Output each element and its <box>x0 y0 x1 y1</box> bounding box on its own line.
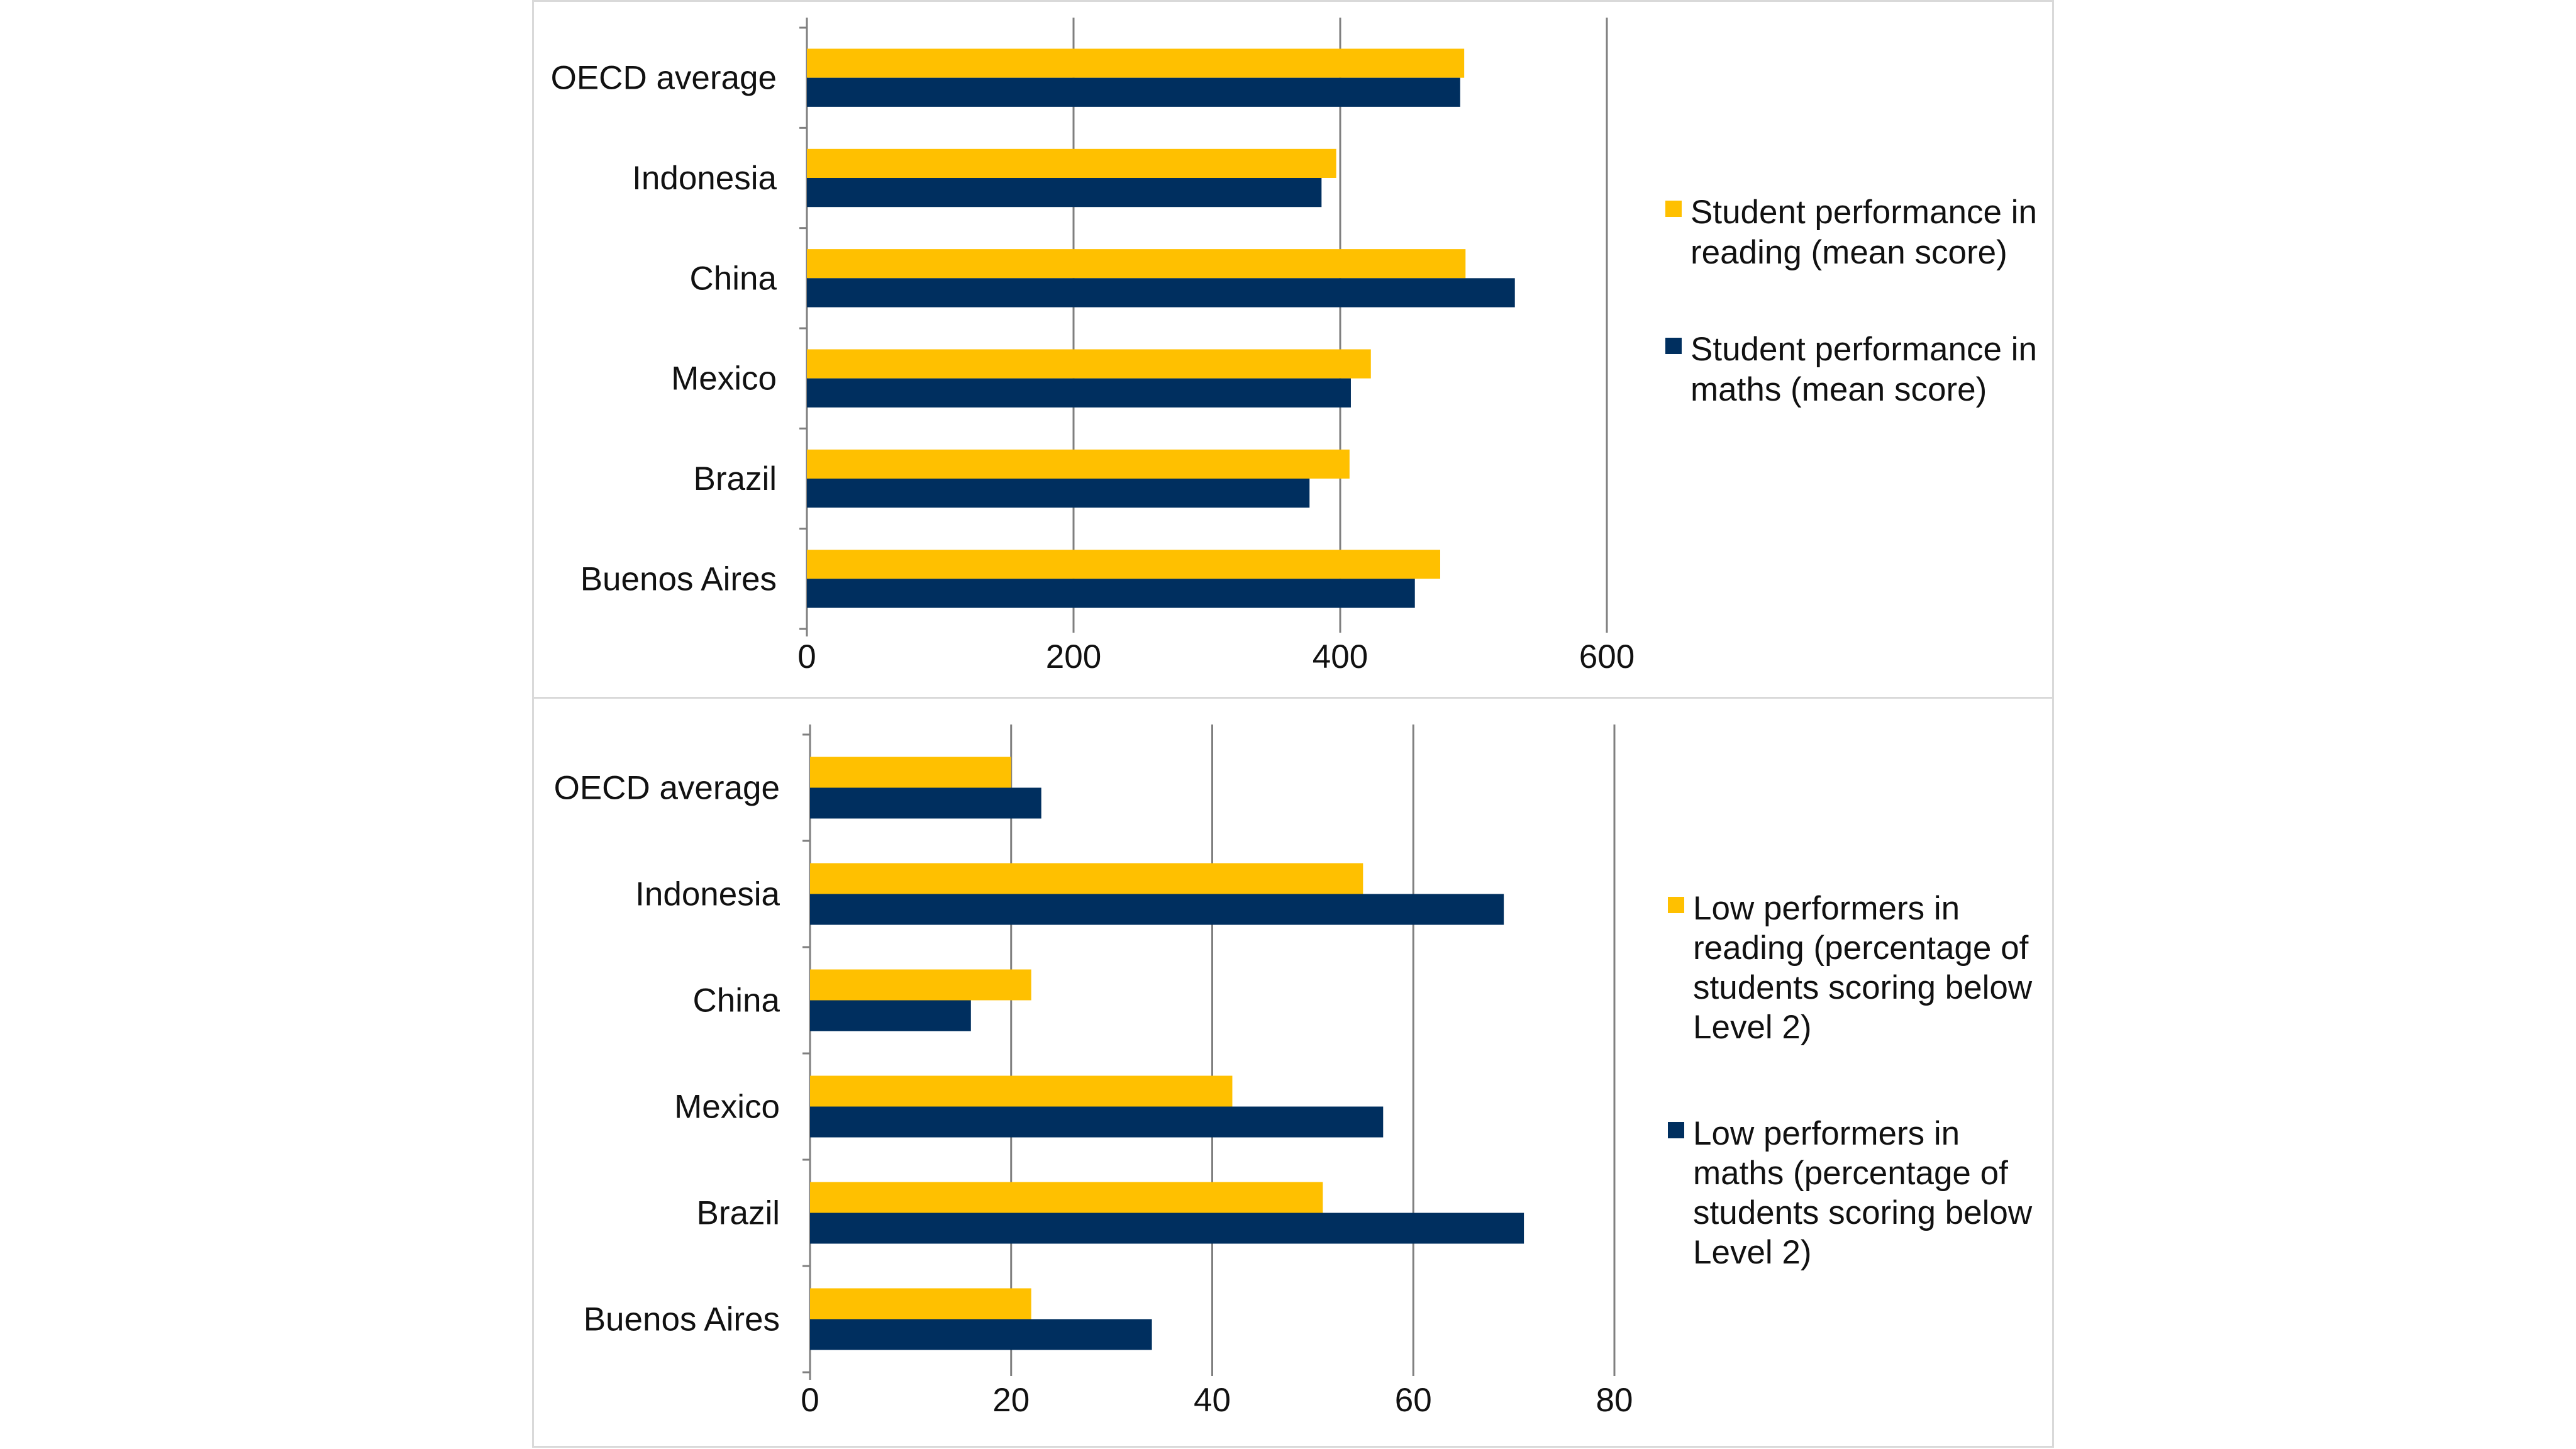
legend-text: Low performers in <box>1693 890 1960 927</box>
bar-reading <box>810 969 1031 1001</box>
chart-1: 0 200 400 600 OECD average Indonesia China Mexi… <box>551 18 2037 675</box>
x-tick-label: 0 <box>801 1382 819 1419</box>
x-tick-label: 60 <box>1395 1382 1432 1419</box>
bar-maths <box>807 579 1415 608</box>
bar-reading <box>810 757 1011 788</box>
bar-maths <box>810 1106 1384 1138</box>
category-label: Indonesia <box>632 160 777 197</box>
bar-reading <box>810 1288 1031 1319</box>
legend-text: reading (percentage of <box>1693 930 2029 967</box>
bar-maths <box>810 894 1504 925</box>
bar-maths <box>810 1000 971 1031</box>
legend-text: students scoring below <box>1693 969 2033 1006</box>
x-tick-label: 20 <box>992 1382 1030 1419</box>
legend-text: maths (mean score) <box>1690 371 1987 408</box>
bar-reading <box>807 550 1440 579</box>
x-tick-label: 80 <box>1596 1382 1633 1419</box>
bar-maths <box>807 77 1460 107</box>
legend-text: Level 2) <box>1693 1234 1812 1271</box>
x-tick-label: 0 <box>797 638 816 675</box>
bar-maths <box>807 178 1322 208</box>
x-tick-label: 600 <box>1579 638 1635 675</box>
category-label: Indonesia <box>635 876 780 913</box>
bar-reading <box>810 1182 1323 1213</box>
bar-reading <box>807 449 1350 479</box>
panel-divider <box>532 697 2054 699</box>
category-label: Brazil <box>696 1195 780 1232</box>
category-label: Mexico <box>674 1089 780 1126</box>
bar-reading <box>810 863 1363 894</box>
category-label: OECD average <box>551 60 777 97</box>
category-label: Buenos Aires <box>580 560 777 597</box>
legend-text: students scoring below <box>1693 1194 2033 1231</box>
legend-text: maths (percentage of <box>1693 1155 2008 1192</box>
bar-reading <box>810 1075 1233 1107</box>
bar-reading <box>807 148 1336 178</box>
category-label: Brazil <box>693 460 777 497</box>
bar-maths <box>807 278 1515 308</box>
bar-reading <box>807 249 1466 279</box>
legend-swatch <box>1665 201 1682 217</box>
x-tick-label: 400 <box>1313 638 1368 675</box>
legend-text: Level 2) <box>1693 1009 1812 1046</box>
bar-maths <box>810 1319 1152 1350</box>
chart-2: 0 20 40 60 80 OECD average Indonesia China Mexic… <box>554 724 2033 1419</box>
bar-maths <box>810 787 1041 819</box>
bar-maths <box>807 378 1351 408</box>
category-label: Mexico <box>671 360 777 397</box>
bar-maths <box>810 1213 1524 1244</box>
legend-text: Student performance in <box>1690 194 2037 231</box>
category-label: OECD average <box>554 770 780 807</box>
bar-reading <box>807 349 1371 379</box>
x-tick-label: 200 <box>1046 638 1101 675</box>
legend-swatch <box>1665 338 1682 354</box>
legend-swatch <box>1668 897 1684 913</box>
bar-maths <box>807 479 1310 508</box>
bar-reading <box>807 48 1465 78</box>
legend-text: Low performers in <box>1693 1115 1960 1152</box>
legend-text: reading (mean score) <box>1690 234 2007 271</box>
x-tick-label: 40 <box>1194 1382 1231 1419</box>
legend-swatch <box>1668 1122 1684 1138</box>
category-label: China <box>690 260 777 297</box>
legend-text: Student performance in <box>1690 331 2037 368</box>
category-label: Buenos Aires <box>584 1301 780 1338</box>
category-label: China <box>693 982 780 1019</box>
